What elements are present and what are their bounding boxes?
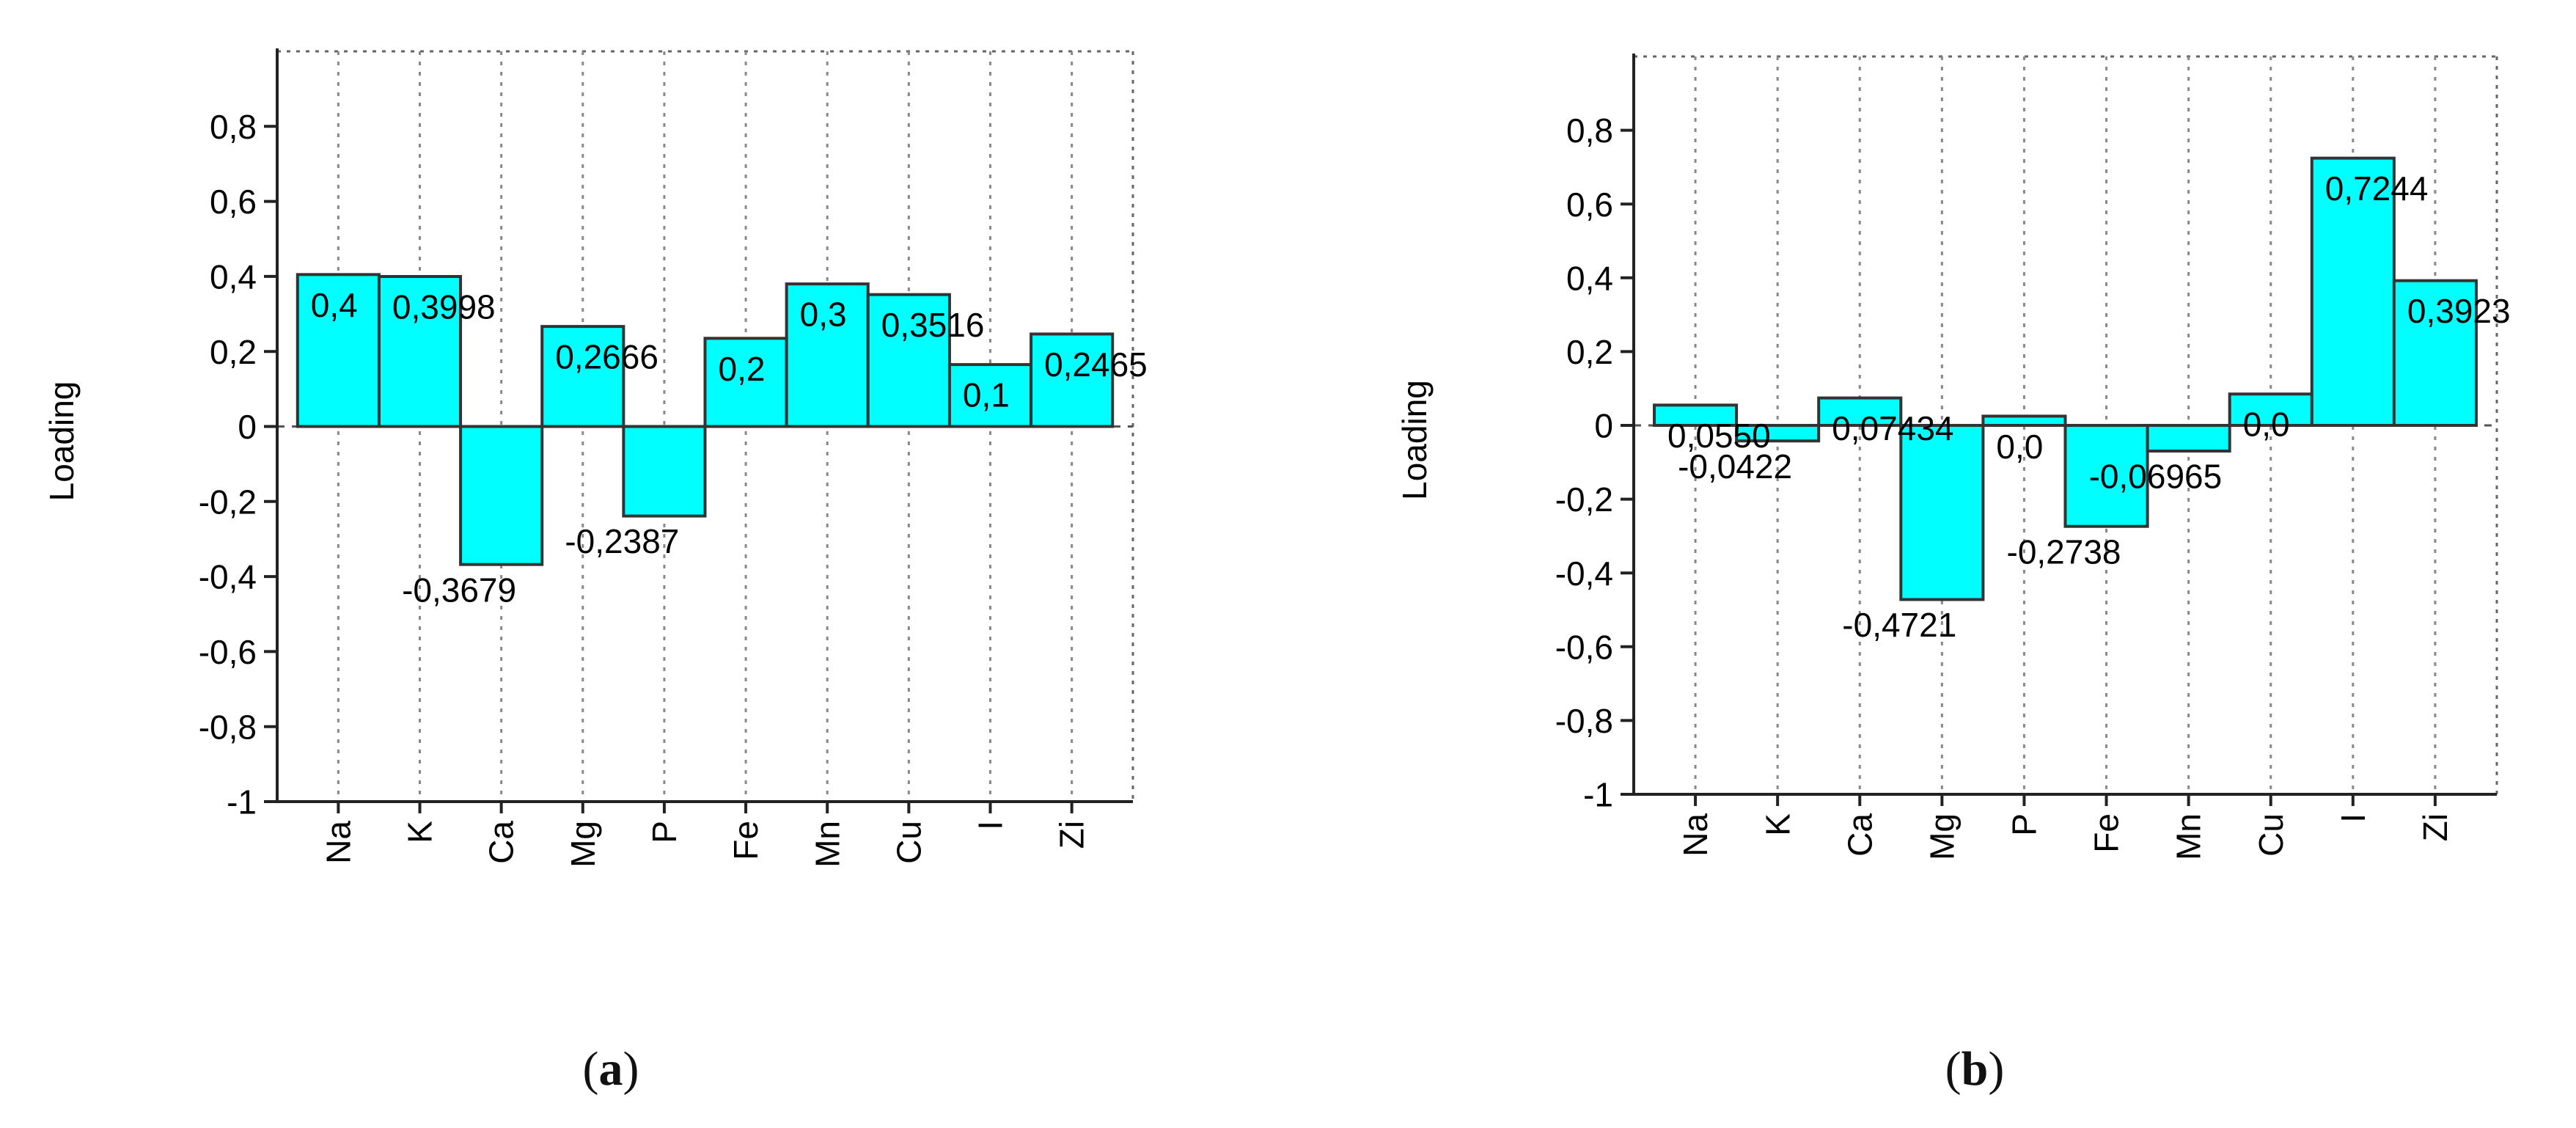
data-label-k: 0,3998 bbox=[392, 288, 496, 326]
bar-fe bbox=[703, 337, 788, 428]
x-tick-label-k: K bbox=[401, 821, 439, 843]
caption-a: (a) bbox=[582, 1042, 639, 1096]
y-tick-label: 0,8 bbox=[210, 108, 257, 146]
y-tick-label: 0,8 bbox=[1566, 111, 1613, 150]
x-tick-label-na: Na bbox=[1676, 813, 1714, 857]
caption-a-letter: a bbox=[598, 1042, 623, 1096]
data-label-mg: 0,2666 bbox=[555, 338, 658, 376]
caption-b-letter: b bbox=[1961, 1042, 1989, 1096]
x-tick-label-k: K bbox=[1758, 813, 1797, 836]
y-tick-label: -0,8 bbox=[1555, 702, 1613, 740]
y-tick-label: -0,6 bbox=[199, 633, 257, 671]
data-label-fe: -0,2738 bbox=[2007, 532, 2121, 571]
x-tick-label-p: P bbox=[2006, 813, 2044, 836]
y-tick-label: 0 bbox=[1594, 407, 1613, 445]
data-label-p: 0,0 bbox=[1996, 428, 2043, 466]
x-tick-label-cu: Cu bbox=[889, 821, 928, 864]
bar-fe bbox=[2063, 424, 2149, 528]
y-tick-label: -0,2 bbox=[1555, 480, 1613, 519]
y-tick-label: -0,4 bbox=[1555, 554, 1613, 593]
data-label-cu: 0,0 bbox=[2243, 406, 2290, 444]
x-tick-label-ca: Ca bbox=[482, 821, 521, 864]
y-tick-label: 0,2 bbox=[1566, 333, 1613, 371]
data-label-na: 0,4 bbox=[311, 286, 358, 324]
bar-i bbox=[947, 363, 1033, 428]
data-label-p: -0,2387 bbox=[565, 522, 679, 560]
x-tick-label-mg: Mg bbox=[564, 821, 602, 868]
bar-mg bbox=[540, 325, 625, 428]
bar-k bbox=[1735, 424, 1821, 443]
data-label-i: 0,7244 bbox=[2325, 169, 2429, 208]
y-tick-label: 0,4 bbox=[210, 257, 257, 296]
y-tick-label: -0,8 bbox=[199, 708, 257, 746]
bar-i bbox=[2310, 156, 2396, 427]
data-label-i: 0,1 bbox=[963, 376, 1010, 414]
x-tick-label-cu: Cu bbox=[2252, 813, 2290, 857]
x-tick-label-zi: Zi bbox=[2416, 813, 2454, 841]
x-tick-label-zi: Zi bbox=[1053, 821, 1091, 849]
bar-p bbox=[622, 425, 707, 518]
y-tick-label: -1 bbox=[227, 783, 257, 821]
y-tick-label: 0,6 bbox=[210, 183, 257, 221]
data-label-ca: 0,07434 bbox=[1832, 409, 1953, 447]
chart-panel-a: 0,4 0,3998 -0,3679 0,2666 -0,2387 0,2 0,3 0,351… bbox=[43, 48, 1148, 868]
x-tick-label-i: I bbox=[972, 821, 1010, 830]
x-tick-label-fe: Fe bbox=[2088, 813, 2126, 853]
data-label-mn: -0,06965 bbox=[2089, 458, 2223, 496]
bar-na bbox=[1653, 403, 1739, 428]
x-tick-label-fe: Fe bbox=[727, 821, 765, 860]
y-axis-title: Loading bbox=[1395, 380, 1434, 500]
y-tick-label: 0,2 bbox=[210, 333, 257, 371]
x-tick-label-p: P bbox=[645, 821, 683, 843]
bar-zi bbox=[2392, 279, 2478, 427]
data-label-na: 0,0550 bbox=[1667, 417, 1771, 455]
y-tick-label: -0,4 bbox=[199, 558, 257, 596]
data-label-zi: 0,3923 bbox=[2407, 292, 2511, 330]
x-tick-label-na: Na bbox=[319, 821, 357, 864]
data-label-ca: -0,3679 bbox=[402, 571, 516, 609]
bar-na bbox=[296, 273, 381, 428]
y-tick-label: 0,4 bbox=[1566, 259, 1613, 297]
bar-mn bbox=[2146, 424, 2231, 453]
data-label-zi: 0,2465 bbox=[1044, 345, 1148, 384]
x-tick-label-mn: Mn bbox=[808, 821, 846, 868]
y-axis-title: Loading bbox=[43, 381, 81, 502]
x-tick-label-mn: Mn bbox=[2170, 813, 2208, 860]
y-tick-label: -1 bbox=[1583, 776, 1613, 814]
data-label-mg: -0,4721 bbox=[1842, 606, 1956, 644]
data-label-mn: 0,3 bbox=[800, 296, 847, 334]
x-tick-label-ca: Ca bbox=[1841, 813, 1879, 857]
data-label-k: -0,0422 bbox=[1678, 447, 1792, 486]
y-tick-label: -0,6 bbox=[1555, 628, 1613, 666]
bar-p bbox=[1981, 414, 2067, 427]
caption-b: (b) bbox=[1945, 1042, 2005, 1096]
bar-ca bbox=[459, 425, 544, 566]
data-label-cu: 0,3516 bbox=[881, 306, 985, 344]
x-tick-label-mg: Mg bbox=[1923, 813, 1961, 860]
bar-cu bbox=[866, 293, 951, 428]
y-tick-label: -0,2 bbox=[199, 483, 257, 521]
bar-ca bbox=[1817, 396, 1903, 428]
bar-zi bbox=[1030, 332, 1115, 428]
x-tick-label-i: I bbox=[2334, 813, 2372, 823]
data-label-fe: 0,2 bbox=[719, 350, 766, 388]
y-tick-label: 0 bbox=[238, 408, 257, 446]
y-tick-label: 0,6 bbox=[1566, 186, 1613, 224]
bar-mn bbox=[785, 282, 870, 428]
chart-panel-b: 0,0550-0,0422 0,07434 -0,4721 0,0 -0,2738 -0,… bbox=[1395, 54, 2511, 860]
bar-k bbox=[377, 275, 463, 428]
bar-mg bbox=[1899, 424, 1985, 601]
